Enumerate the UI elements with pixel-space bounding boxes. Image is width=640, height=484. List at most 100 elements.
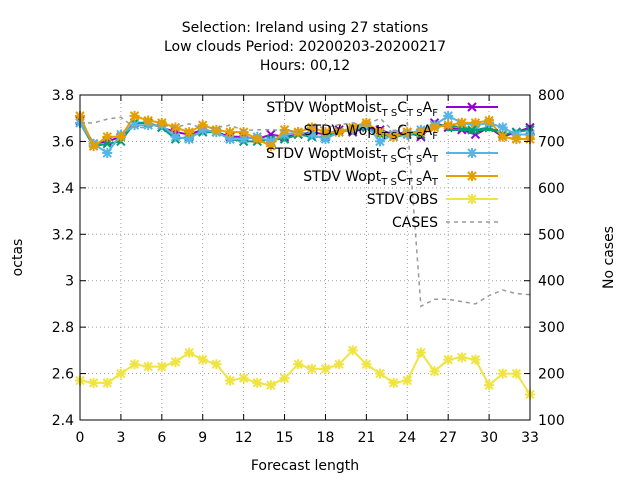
chart-title-line: Selection: Ireland using 27 stations xyxy=(182,20,429,36)
legend-label-part: A xyxy=(423,123,433,139)
x-tick-label: 6 xyxy=(157,430,166,446)
legend-label-part: F xyxy=(432,108,438,119)
data-point xyxy=(511,134,522,145)
data-point xyxy=(115,368,126,379)
data-point xyxy=(102,377,113,388)
y-tick-label: 2.6 xyxy=(52,367,74,383)
data-point xyxy=(306,129,317,140)
data-point xyxy=(347,122,358,133)
data-point xyxy=(211,124,222,135)
legend-label-part: STDV WoptMoist xyxy=(266,146,382,162)
y-tick-label: 2.4 xyxy=(52,413,74,429)
data-point xyxy=(429,122,440,133)
data-point xyxy=(170,356,181,367)
series-4 xyxy=(75,345,535,400)
legend-label-part: A xyxy=(422,169,432,185)
data-point xyxy=(184,127,195,138)
plot-frame xyxy=(79,94,531,421)
legend-entry: CASES xyxy=(392,215,498,231)
data-point xyxy=(238,134,249,145)
data-point xyxy=(88,141,99,152)
data-point xyxy=(156,361,167,372)
x-tick-label: 12 xyxy=(235,430,253,446)
y2-tick-label: 600 xyxy=(538,181,565,197)
chart-title-line: Hours: 00,12 xyxy=(260,58,350,74)
data-point xyxy=(320,134,331,145)
series-line xyxy=(79,348,531,396)
data-point xyxy=(197,120,208,131)
data-point xyxy=(293,359,304,370)
chart-title-line: Low clouds Period: 20200203-20200217 xyxy=(164,39,446,55)
legend-marker xyxy=(467,102,477,112)
legend-label-part: T S xyxy=(381,131,398,142)
data-point xyxy=(225,134,235,145)
legend-label-part: T S xyxy=(380,177,397,188)
data-point xyxy=(184,134,195,145)
series-5 xyxy=(80,116,531,308)
legend-entry: STDV WoptMoistT SCT SAT xyxy=(266,146,498,165)
chart-title: Selection: Ireland using 27 stations Low … xyxy=(164,20,446,74)
legend-label-part: C xyxy=(397,123,407,139)
data-point xyxy=(170,131,181,142)
data-point xyxy=(306,122,317,133)
data-point xyxy=(375,136,385,147)
axes: 0 3 6 9 12 15 18 21 24 27 30 33 2.4 2.6 2.8 3 3.2 3.4 3.6 3… xyxy=(52,88,565,446)
legend-label: STDV WoptT SCT SAF xyxy=(304,123,439,142)
y-tick-label: 3.8 xyxy=(52,88,74,104)
legend-label: STDV WoptMoistT SCT SAF xyxy=(266,100,438,119)
x-tick-label: 21 xyxy=(357,430,375,446)
data-point xyxy=(238,127,249,138)
x-tick-label: 33 xyxy=(521,430,539,446)
y-tick-label: 2.8 xyxy=(52,320,74,336)
data-point xyxy=(320,127,331,138)
data-point xyxy=(361,117,372,128)
data-point xyxy=(334,127,345,138)
legend-label-part: T S xyxy=(406,177,423,188)
y2-axis-label: No cases xyxy=(601,226,617,289)
y2-tick-label: 300 xyxy=(538,320,565,336)
data-point xyxy=(102,131,113,142)
data-point xyxy=(102,139,112,149)
data-point xyxy=(334,359,345,370)
legend-label-part: T S xyxy=(406,131,423,142)
data-point xyxy=(415,127,426,138)
data-point xyxy=(197,354,208,365)
legend-label-part: T S xyxy=(406,154,423,165)
data-point xyxy=(265,141,276,152)
y-tick-label: 3 xyxy=(65,274,74,290)
grid xyxy=(80,95,530,420)
series-group xyxy=(75,110,535,400)
data-point xyxy=(156,117,167,128)
data-point xyxy=(388,131,399,142)
legend-entry: STDV WoptT SCT SAT xyxy=(303,169,498,188)
legend-label: STDV WoptMoistT SCT SAT xyxy=(266,146,439,165)
data-point xyxy=(470,354,481,365)
y-tick-label: 3.2 xyxy=(52,227,74,243)
legend-entry: STDV WoptMoistT SCT SAF xyxy=(266,100,498,119)
data-point xyxy=(361,359,372,370)
y-tick-label: 3.4 xyxy=(52,181,74,197)
legend-label-part: T xyxy=(431,177,439,188)
data-point xyxy=(211,359,222,370)
legend-marker xyxy=(467,125,477,135)
x-tick-label: 27 xyxy=(439,430,457,446)
data-point xyxy=(279,373,290,384)
legend-label-part: A xyxy=(422,146,432,162)
data-point xyxy=(184,347,195,358)
legend-label-part: A xyxy=(423,100,433,116)
legend-label-part: T S xyxy=(381,108,398,119)
y-axis-label: octas xyxy=(10,239,26,277)
data-point xyxy=(238,373,249,384)
legend-label: STDV OBS xyxy=(367,192,438,208)
data-point xyxy=(470,117,481,128)
data-point xyxy=(265,380,276,391)
x-tick-label: 3 xyxy=(116,430,125,446)
data-point xyxy=(252,134,263,145)
y2-tick-label: 200 xyxy=(538,367,565,383)
legend-label-part: T xyxy=(431,154,439,165)
data-point xyxy=(443,354,454,365)
legend-label-part: CASES xyxy=(392,215,438,231)
y2-tick-label: 100 xyxy=(538,413,565,429)
